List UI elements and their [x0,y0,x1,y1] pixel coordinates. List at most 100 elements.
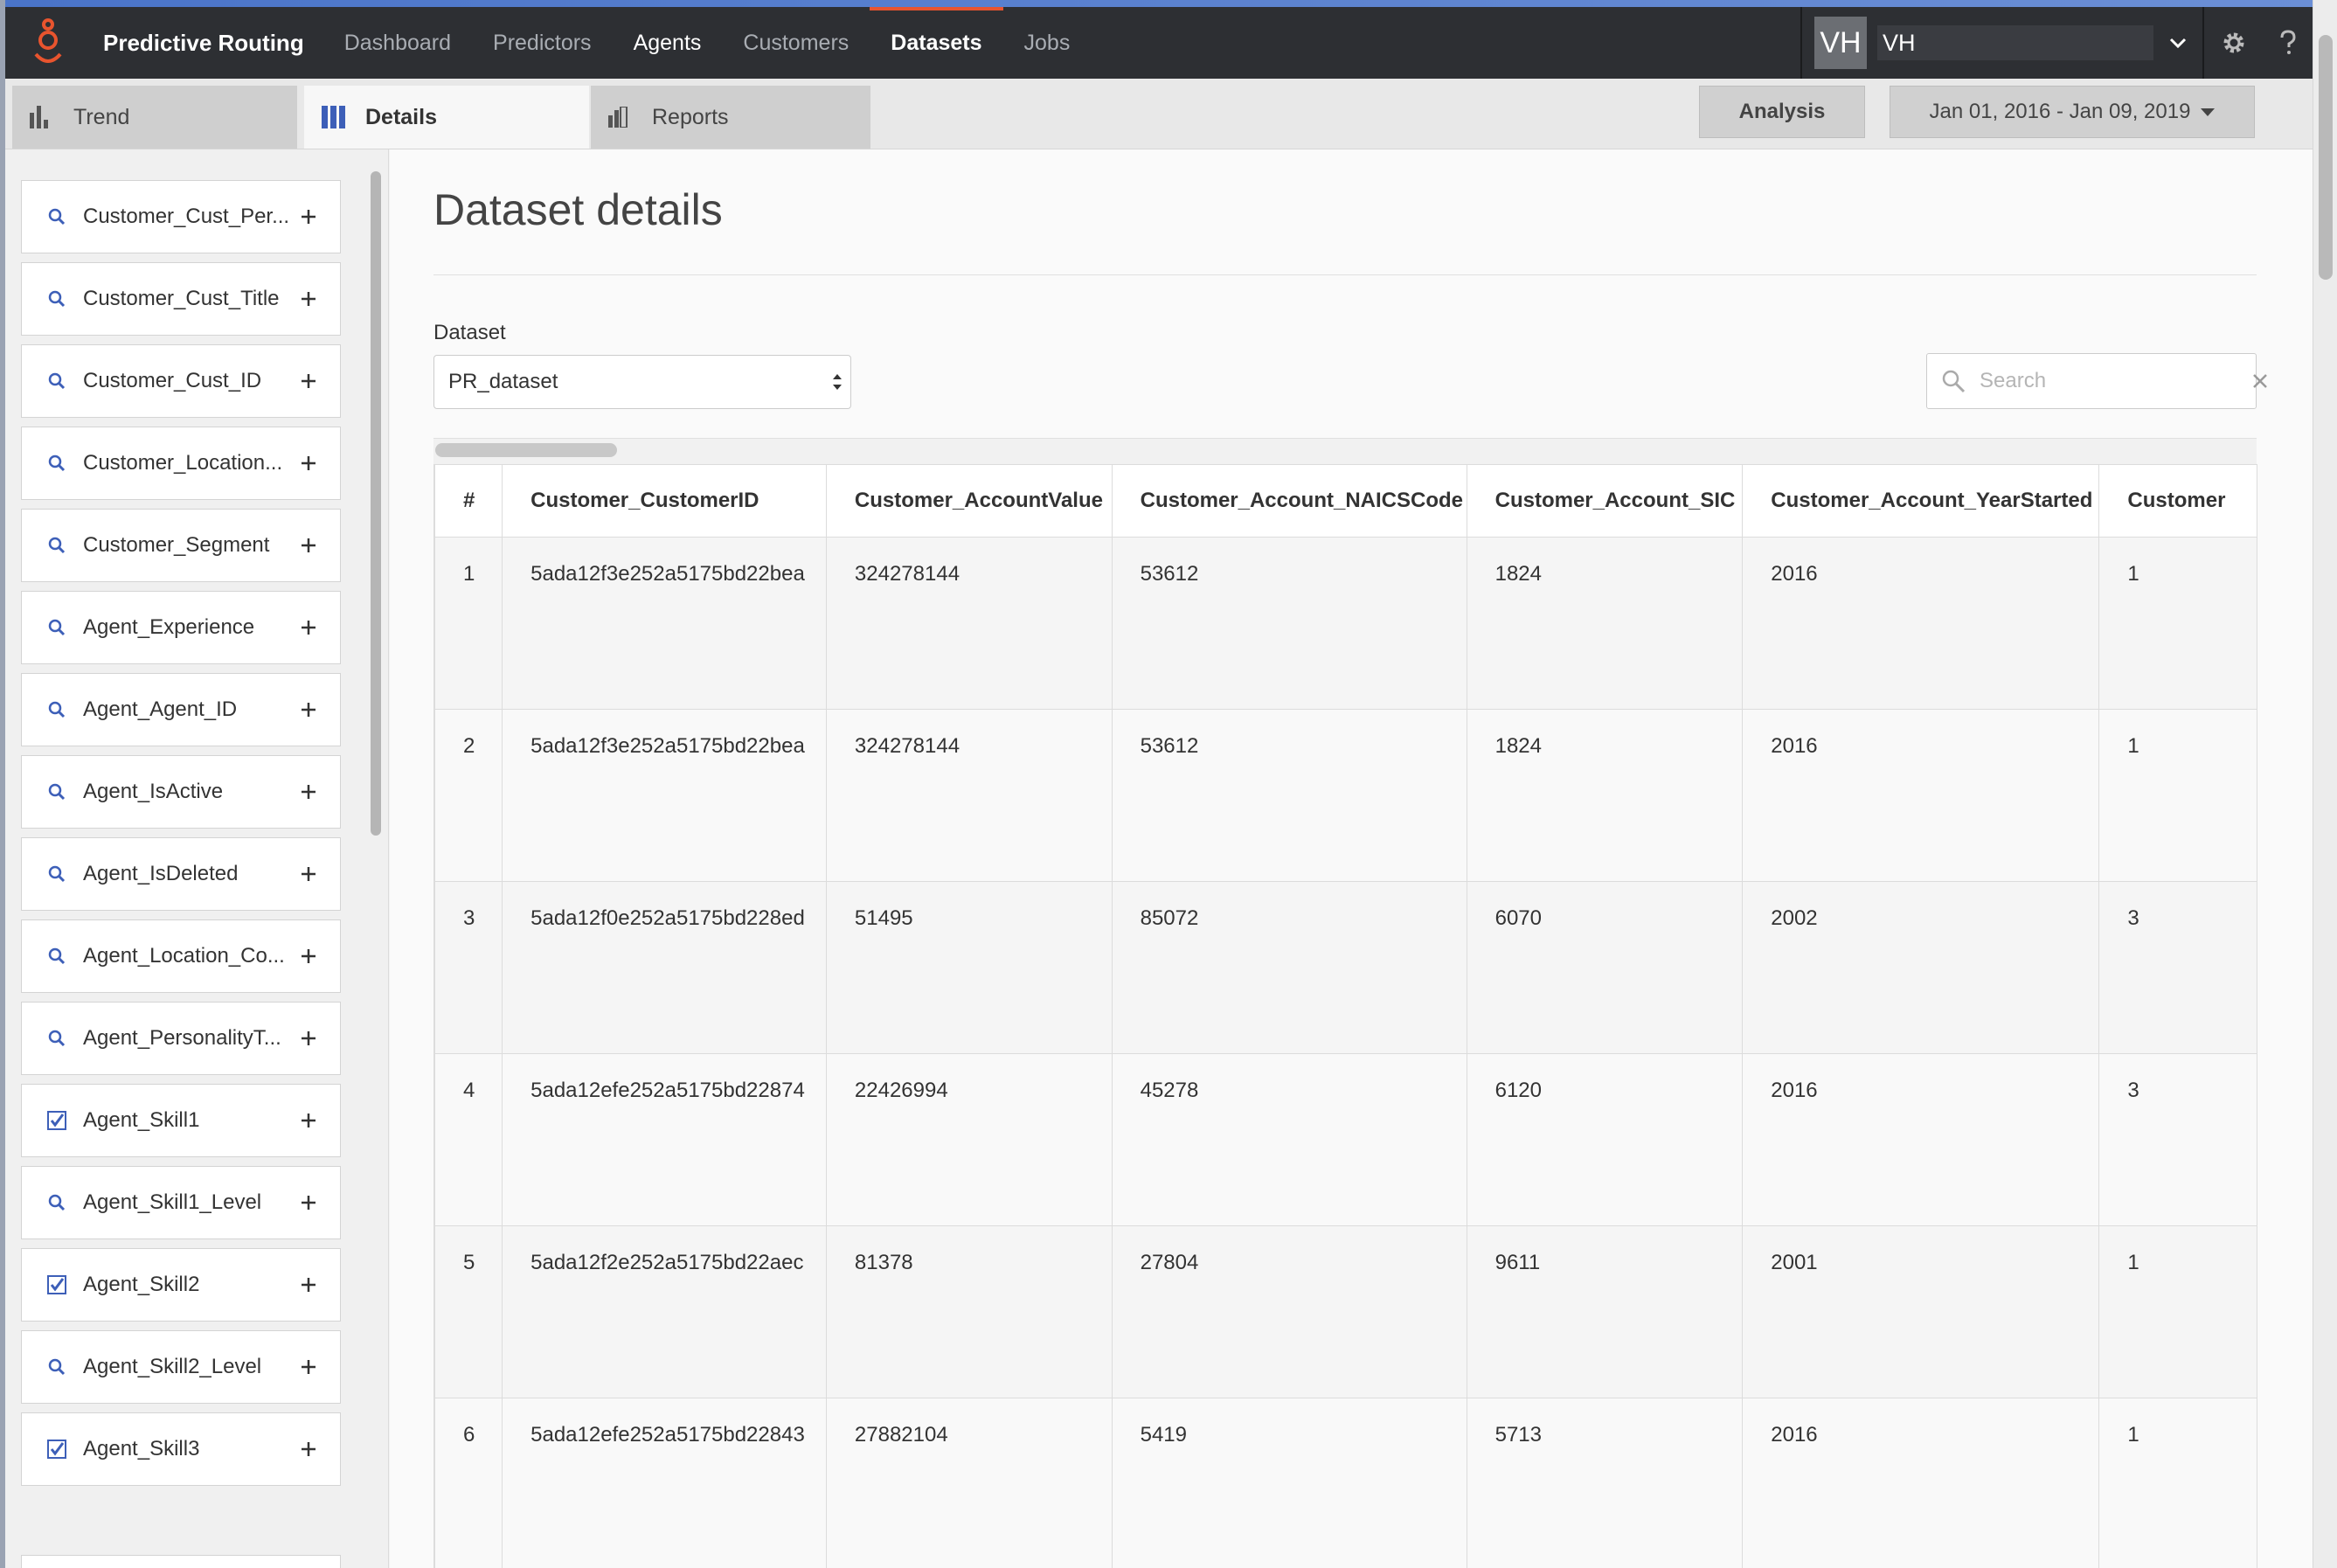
search-icon[interactable] [46,289,67,309]
plus-icon[interactable] [291,537,326,554]
plus-icon[interactable] [291,1112,326,1129]
horizontal-scroll-thumb[interactable] [435,443,617,457]
sidebar-field-item[interactable]: Agent_IsActive [21,755,341,829]
plus-icon[interactable] [291,1358,326,1376]
sidebar-field-item[interactable]: Agent_Location_Co... [21,919,341,993]
search-icon [1941,369,1966,393]
plus-icon[interactable] [291,701,326,718]
search-icon[interactable] [46,947,67,966]
columns-icon [322,104,348,130]
table-cell: 27804 [1111,1225,1467,1398]
checkbox-icon[interactable] [46,1440,67,1459]
tab-details-label: Details [365,104,437,129]
search-box[interactable] [1926,353,2267,409]
sidebar-field-item[interactable]: Agent_Agent_ID [21,673,341,746]
sidebar-field-item[interactable]: Customer_Cust_Title [21,262,341,336]
sidebar-field-item[interactable]: Agent_Skill2 [21,1248,341,1322]
table-row[interactable]: 5 5ada12f2e252a5175bd22aec 81378 27804 9611 2… [434,1225,2257,1398]
search-icon[interactable] [46,782,67,801]
search-icon[interactable] [46,454,67,473]
window-scroll-thumb[interactable] [2319,35,2333,280]
gear-icon[interactable] [2202,7,2264,79]
search-icon[interactable] [46,536,67,555]
column-header[interactable]: Customer_AccountValue [825,464,1113,538]
nav-customers[interactable]: Customers [743,30,850,55]
plus-icon[interactable] [291,372,326,390]
dataset-select[interactable]: PR_dataset [433,355,851,409]
sidebar-field-label: Agent_IsActive [83,780,224,803]
checkbox-icon[interactable] [46,1275,67,1294]
table-cell: 1 [2098,537,2257,710]
column-header[interactable]: Customer_Account_YearStarted [1742,464,2100,538]
plus-icon[interactable] [291,1276,326,1294]
sidebar-field-item[interactable]: Agent_Skill1 [21,1084,341,1157]
sidebar-field-item[interactable]: Customer_Segment [21,509,341,582]
plus-icon[interactable] [291,619,326,636]
plus-icon[interactable] [291,290,326,308]
plus-icon[interactable] [291,1440,326,1458]
table-cell: 45278 [1111,1053,1467,1226]
search-icon[interactable] [46,618,67,637]
search-icon[interactable] [46,207,67,226]
checkbox-icon[interactable] [46,1111,67,1130]
table-row[interactable]: 1 5ada12f3e252a5175bd22bea 324278144 53612 1… [434,537,2257,710]
sidebar-field-item[interactable]: Agent_Skill1_Level [21,1166,341,1239]
search-icon[interactable] [46,1029,67,1048]
tab-reports-label: Reports [652,104,729,129]
plus-icon[interactable] [291,208,326,225]
table-cell: 5ada12efe252a5175bd22843 [502,1398,827,1568]
plus-icon[interactable] [291,947,326,965]
search-icon[interactable] [46,864,67,884]
search-input[interactable] [1978,368,2252,394]
column-header[interactable]: Customer [2098,464,2257,538]
analysis-button[interactable]: Analysis [1699,86,1865,138]
nav-jobs[interactable]: Jobs [1023,30,1071,55]
search-icon[interactable] [46,700,67,719]
plus-icon[interactable] [291,865,326,883]
plus-icon[interactable] [291,1030,326,1047]
sidebar-field-item[interactable]: Agent_Skill2_Level [21,1330,341,1404]
sidebar-field-item[interactable]: Agent_Experience [21,591,341,664]
nav-datasets[interactable]: Datasets [870,7,1003,79]
chevron-down-icon[interactable] [2153,38,2202,48]
user-menu[interactable]: VH VH [1800,7,2202,79]
plus-icon[interactable] [291,1194,326,1211]
sidebar-field-label: Agent_Skill3 [83,1437,200,1460]
column-header[interactable]: Customer_CustomerID [502,464,827,538]
tab-reports[interactable]: Reports [591,86,870,149]
nav-predictors[interactable]: Predictors [493,30,592,55]
table-cell: 2002 [1742,881,2100,1054]
date-range-button[interactable]: Jan 01, 2016 - Jan 09, 2019 [1890,86,2255,138]
close-icon[interactable] [2252,373,2268,389]
tab-details[interactable]: Details [304,86,589,149]
table-header-row: # Customer_CustomerID Customer_AccountValu… [434,464,2257,538]
column-header[interactable]: Customer_Account_SIC [1466,464,1744,538]
sidebar-field-item[interactable]: Agent_IsDeleted [21,837,341,911]
sidebar-field-item[interactable]: Agent_PersonalityT... [21,1002,341,1075]
sidebar-field-item[interactable]: Customer_Cust_Per... [21,180,341,253]
table-cell: 53612 [1111,537,1467,710]
search-icon[interactable] [46,371,67,391]
plus-icon[interactable] [291,454,326,472]
table-row[interactable]: 3 5ada12f0e252a5175bd228ed 51495 85072 6070 2… [434,881,2257,1054]
genesys-logo-icon[interactable] [26,16,70,70]
nav-dashboard[interactable]: Dashboard [343,30,452,55]
horizontal-scrollbar[interactable] [433,438,2257,465]
window-scrollbar[interactable] [2313,0,2337,1568]
column-header[interactable]: # [434,464,503,538]
sidebar-field-item[interactable]: Agent_Skill3 [21,1412,341,1486]
table-row[interactable]: 6 5ada12efe252a5175bd22843 27882104 5419 571… [434,1398,2257,1568]
brand-title[interactable]: Predictive Routing [103,29,304,56]
table-row[interactable]: 4 5ada12efe252a5175bd22874 22426994 45278 61… [434,1053,2257,1226]
tab-trend[interactable]: Trend [12,86,297,149]
nav-agents[interactable]: Agents [633,30,702,55]
plus-icon[interactable] [291,783,326,801]
table-row[interactable]: 2 5ada12f3e252a5175bd22bea 324278144 53612 1… [434,709,2257,882]
sidebar-field-item[interactable]: Customer_Location... [21,427,341,500]
sidebar-field-item[interactable]: Customer_Cust_ID [21,344,341,418]
column-header[interactable]: Customer_Account_NAICSCode [1111,464,1467,538]
search-icon[interactable] [46,1193,67,1212]
sidebar-scrollbar[interactable] [371,171,381,836]
help-icon[interactable] [2264,7,2313,79]
search-icon[interactable] [46,1357,67,1377]
